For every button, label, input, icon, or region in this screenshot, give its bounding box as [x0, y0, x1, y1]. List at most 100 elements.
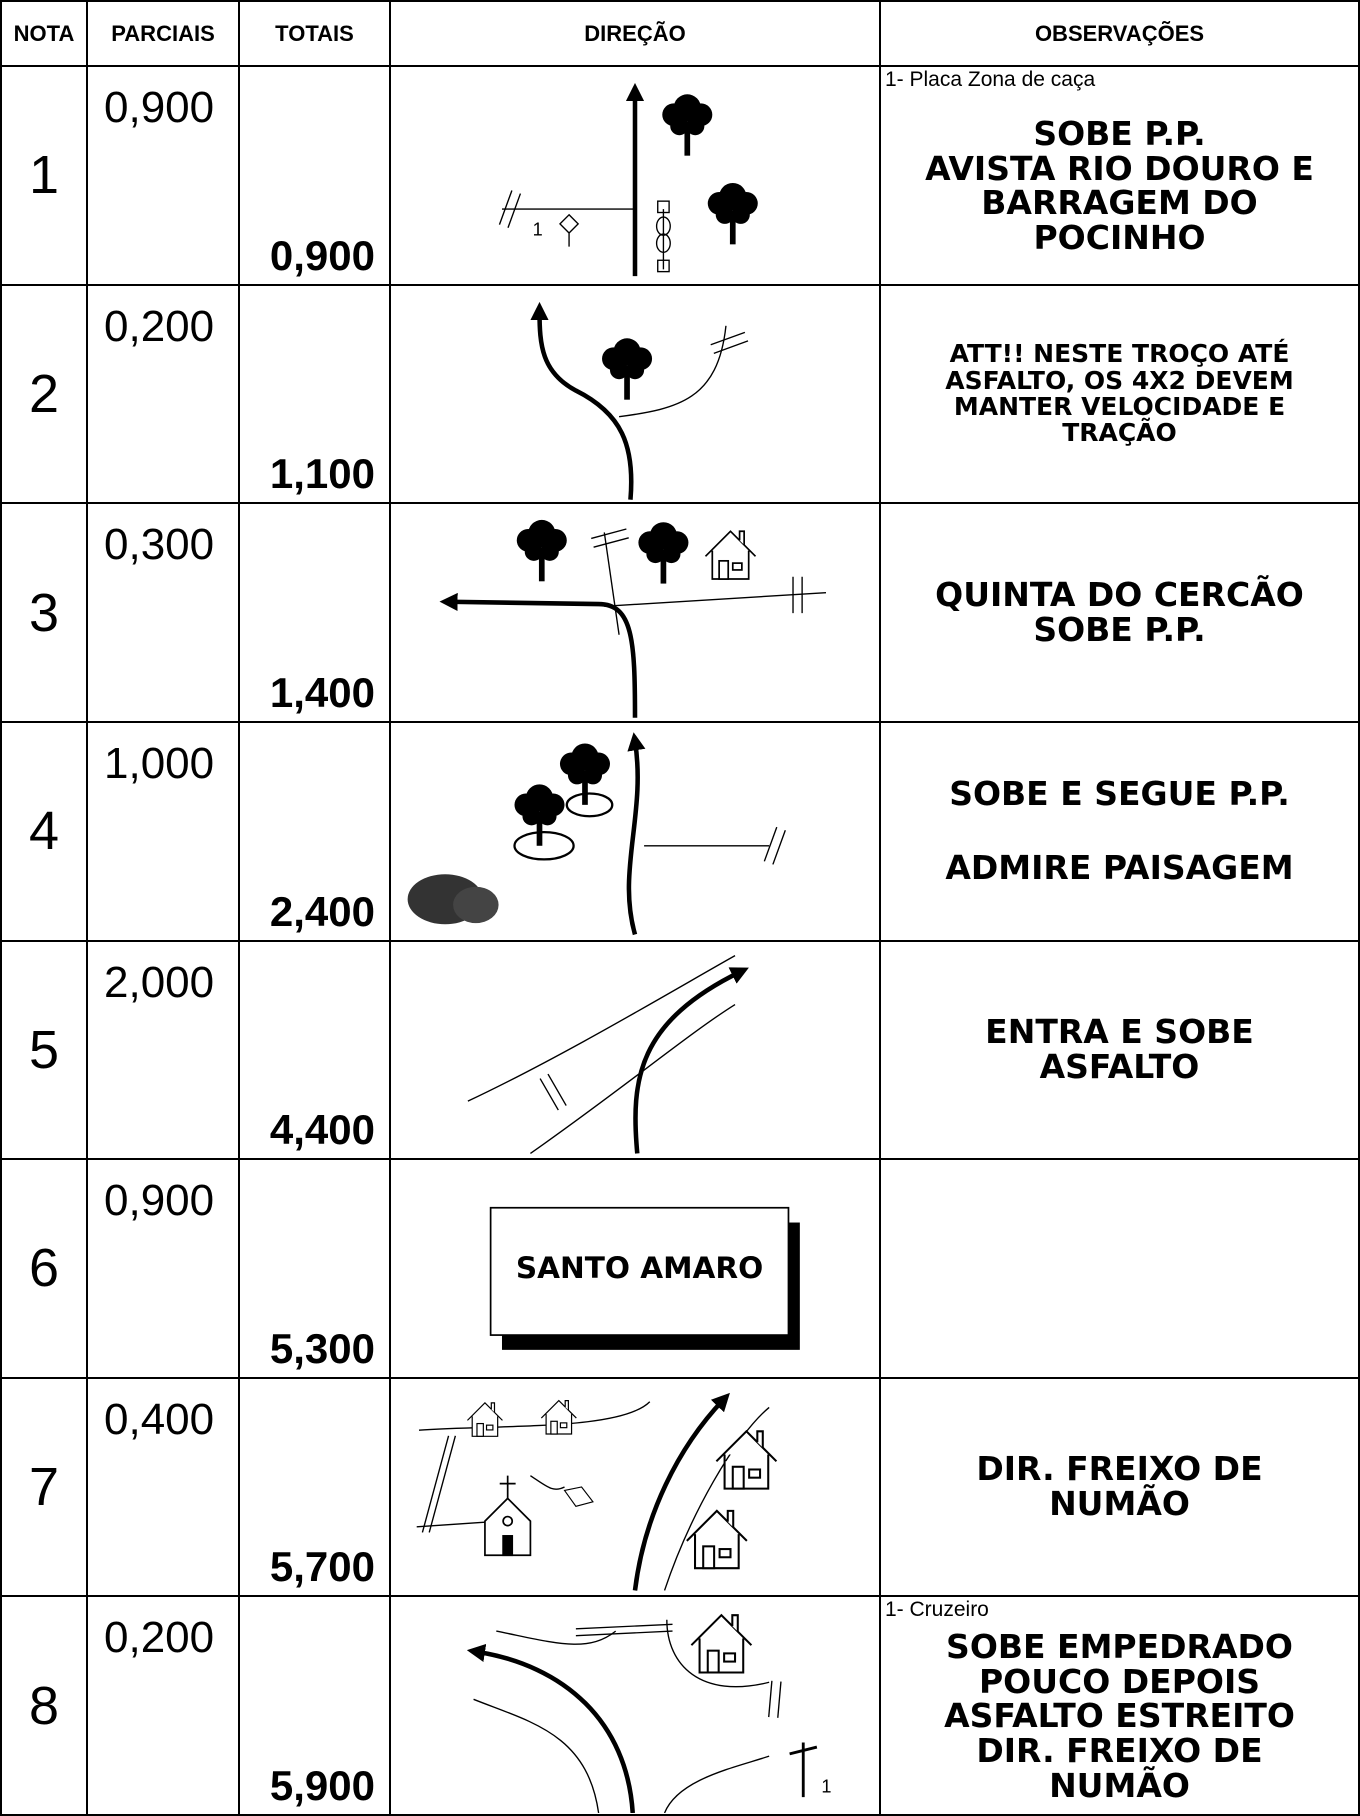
- diagram-shape: [540, 1399, 577, 1435]
- direction-cell: 1: [391, 67, 879, 284]
- diagram-shape: [657, 200, 670, 214]
- direction-cell: [391, 722, 879, 940]
- direction-diagram: [407, 732, 786, 935]
- diagram-shape: [609, 360, 629, 379]
- diagram-shape: [655, 233, 671, 253]
- diagram-shape: [706, 1650, 720, 1674]
- observations-cell: SOBE E SEGUE P.P. ADMIRE PAISAGEM: [881, 722, 1358, 940]
- diagram-shape: [539, 1077, 559, 1110]
- diagram-shape: [748, 1468, 762, 1479]
- cross: [789, 1742, 818, 1798]
- route-arrow: [632, 1392, 730, 1591]
- direction-diagram: 1: [466, 1614, 832, 1814]
- total-distance: 2,400: [240, 722, 389, 940]
- observation-line: QUINTA DO CERCÃO: [935, 574, 1304, 614]
- observation-line: TRAÇÃO: [1062, 418, 1177, 448]
- road: [428, 1435, 457, 1533]
- total-distance: 0,900: [240, 67, 389, 284]
- total-distance: 1,100: [240, 285, 389, 503]
- observations-cell: ATT!! NESTE TROÇO ATÉ ASFALTO, OS 4X2 DEV…: [881, 285, 1358, 503]
- diagram-shape: [582, 772, 588, 805]
- road: [530, 1474, 565, 1490]
- observation-line: ENTRA E SOBE: [985, 1012, 1254, 1052]
- observation-line: SOBE P.P.: [1033, 609, 1206, 649]
- observations-cell: 1- Placa Zona de caça SOBE P.P. AVISTA RIO…: [881, 67, 1358, 284]
- diagram-label: 1: [821, 1777, 831, 1797]
- rock: [563, 1486, 594, 1507]
- observation-line: POUCO DEPOIS: [978, 1661, 1260, 1701]
- road: [604, 592, 827, 608]
- road: [603, 532, 620, 636]
- column-header: PARCIAIS: [88, 2, 238, 65]
- road: [663, 1755, 770, 1814]
- direction-diagram: 1: [498, 82, 758, 277]
- disk: [513, 830, 575, 861]
- diagram-shape: [690, 1614, 753, 1674]
- diagram-shape: [499, 1475, 516, 1499]
- road: [473, 1699, 600, 1814]
- chain: [655, 200, 671, 273]
- diagram-shape: [540, 542, 559, 562]
- crossing: [763, 826, 786, 865]
- diagram-shape: [723, 1652, 737, 1663]
- observation-line: ASFALTO ESTREITO: [944, 1696, 1295, 1736]
- observation-line: SOBE EMPEDRADO: [946, 1627, 1293, 1667]
- diagram-shape: [484, 1496, 532, 1556]
- total-distance: 4,400: [240, 941, 389, 1159]
- sign: [559, 213, 580, 247]
- note-number: 1: [2, 67, 86, 284]
- observation-line: ASFALTO, OS 4X2 DEVEM: [945, 365, 1294, 395]
- diagram-shape: [567, 766, 587, 785]
- observation-note: 1- Placa Zona de caça: [885, 68, 1096, 91]
- road: [467, 954, 736, 1102]
- crossing: [539, 1073, 567, 1110]
- diagram-shape: [625, 360, 645, 379]
- direction-cell: [391, 285, 879, 503]
- road: [575, 1623, 673, 1630]
- observation-line: NUMÃO: [1049, 1765, 1190, 1805]
- road: [575, 1630, 673, 1637]
- column-header: TOTAIS: [240, 2, 389, 65]
- partial-distance: 0,300: [88, 504, 238, 721]
- partial-distance: 0,200: [88, 285, 238, 503]
- diagram-shape: [763, 826, 778, 862]
- note-number: 5: [2, 941, 86, 1159]
- diagram-shape: [777, 1681, 782, 1719]
- diagram-shape: [662, 545, 681, 564]
- route-arrow: [439, 593, 638, 718]
- road: [418, 1401, 651, 1431]
- diagram-shape: [490, 1402, 496, 1413]
- observations-cell: QUINTA DO CERCÃO SOBE P.P.: [881, 504, 1358, 721]
- tree: [638, 522, 689, 584]
- total-distance: 1,400: [240, 504, 389, 721]
- observation-line: ADMIRE PAISAGEM: [945, 848, 1294, 888]
- tree: [707, 182, 758, 245]
- road: [530, 1003, 736, 1154]
- rock: [453, 886, 499, 923]
- route-arrow: [530, 301, 634, 500]
- diagram-shape: [731, 1465, 745, 1490]
- diagram-shape: [538, 549, 545, 582]
- road: [421, 1435, 450, 1533]
- diagram-shape: [718, 1547, 732, 1559]
- diagram-shape: [702, 1545, 716, 1569]
- diagram-shape: [686, 117, 705, 136]
- observation-line: DIR. FREIXO DE: [976, 1449, 1263, 1489]
- road: [496, 1630, 617, 1646]
- diagram-shape: [593, 537, 629, 549]
- diagram-shape: [704, 530, 757, 581]
- diagram-shape: [547, 1073, 567, 1106]
- road: [666, 1620, 770, 1688]
- diagram-shape: [686, 1509, 748, 1569]
- note-number: 8: [2, 1597, 86, 1814]
- diagram-shape: [559, 1422, 568, 1429]
- house: [686, 1509, 748, 1569]
- note-number: 6: [2, 1160, 86, 1377]
- diagram-shape: [731, 205, 750, 224]
- road: [416, 1521, 485, 1528]
- direction-cell: [391, 1378, 879, 1596]
- crossing: [710, 331, 749, 354]
- observations-cell: DIR. FREIXO DE NUMÃO: [881, 1378, 1358, 1596]
- note-number: 2: [2, 285, 86, 503]
